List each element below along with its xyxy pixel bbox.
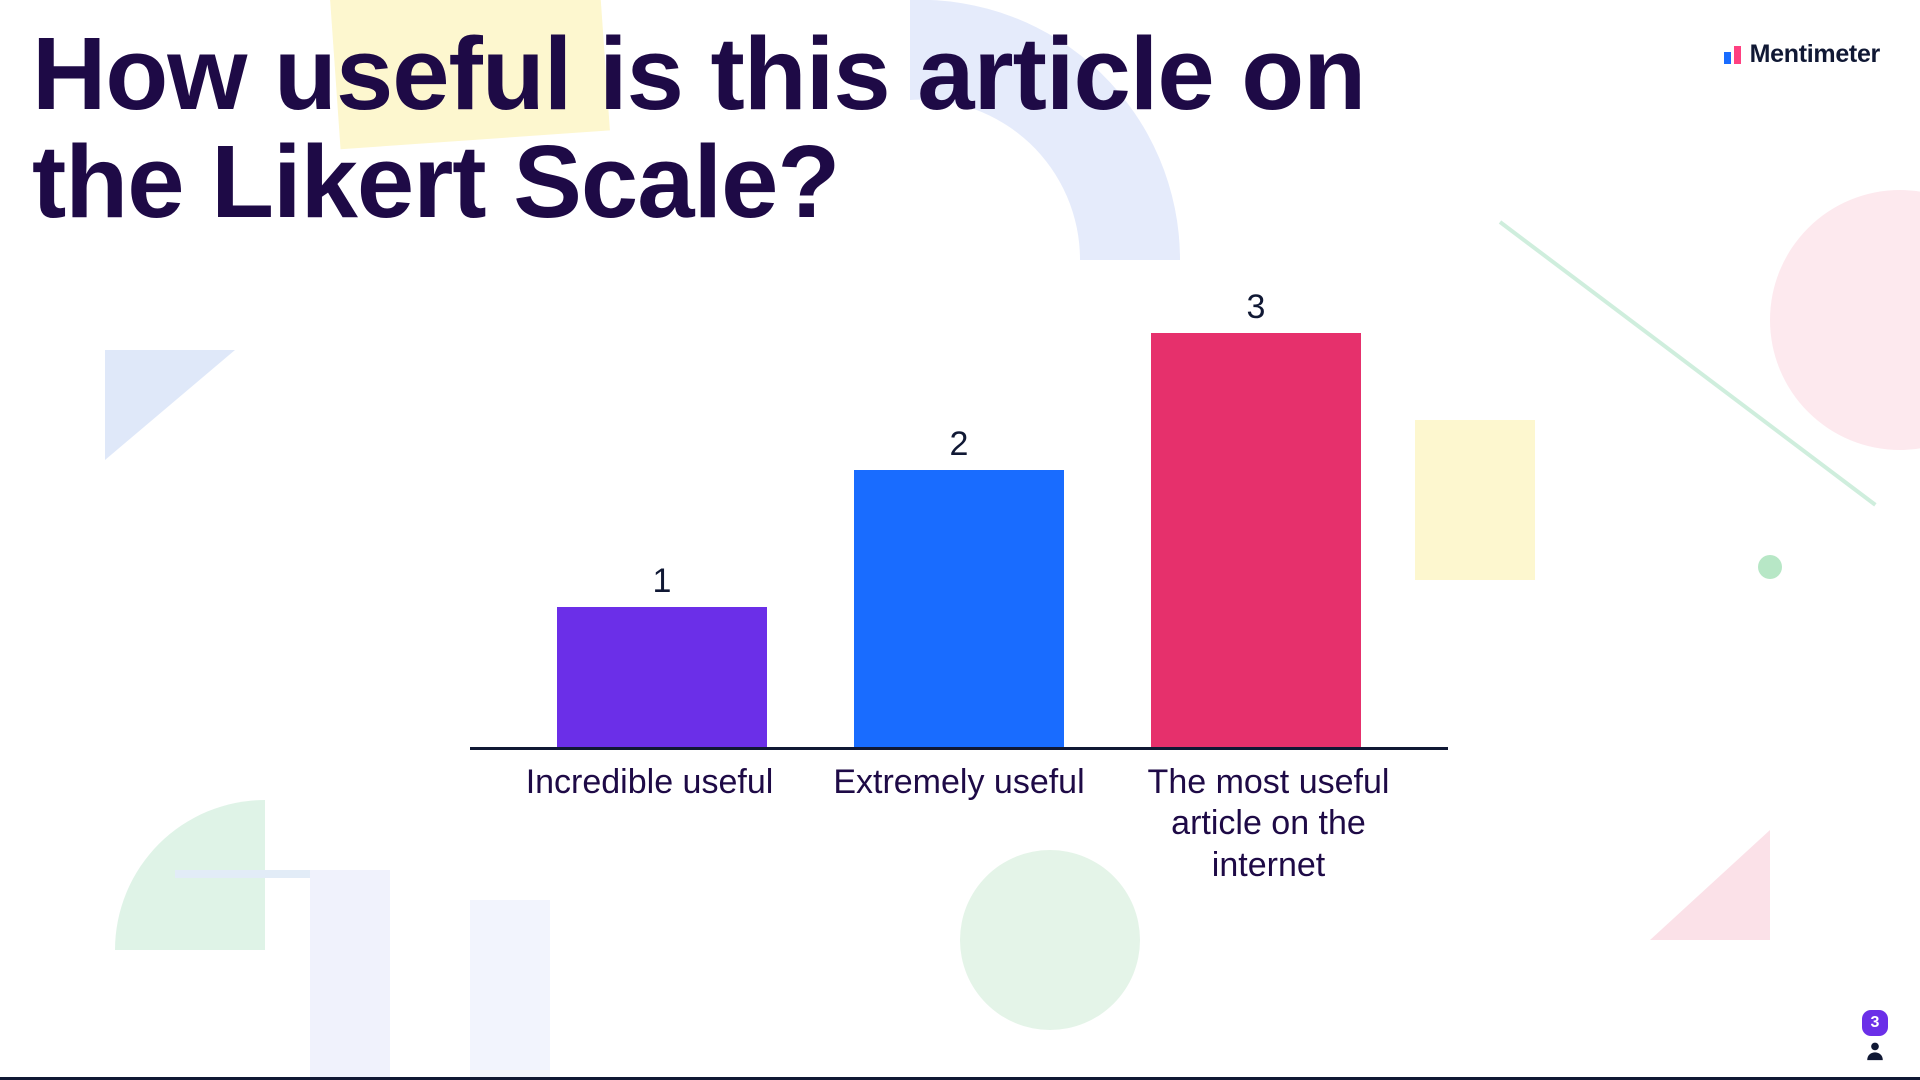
bg-pink-blob xyxy=(1770,190,1920,450)
bar-chart: 1 2 3 xyxy=(470,300,1448,750)
bar-1: 1 xyxy=(557,562,767,747)
respondent-counter: 3 xyxy=(1862,1010,1888,1062)
bar-2: 2 xyxy=(854,425,1064,747)
bar-3-label: The most useful article on the internet xyxy=(1139,762,1399,886)
bar-2-label: Extremely useful xyxy=(829,762,1089,886)
bg-thin-line xyxy=(175,870,355,878)
bg-blue-triangle xyxy=(105,350,245,470)
respondent-count: 3 xyxy=(1871,1014,1880,1032)
respondent-count-badge: 3 xyxy=(1862,1010,1888,1036)
bar-1-label: Incredible useful xyxy=(520,762,780,886)
bars-container: 1 2 3 xyxy=(470,300,1448,747)
category-labels: Incredible useful Extremely useful The m… xyxy=(470,762,1448,886)
bar-1-value: 1 xyxy=(653,562,672,601)
bar-3: 3 xyxy=(1151,288,1361,747)
bar-1-rect xyxy=(557,607,767,747)
brand-logo: Mentimeter xyxy=(1722,40,1880,69)
person-icon xyxy=(1864,1040,1886,1062)
bar-3-value: 3 xyxy=(1247,288,1266,327)
presentation-slide: How useful is this article on the Likert… xyxy=(0,0,1920,1080)
bar-2-value: 2 xyxy=(950,425,969,464)
bg-diag-line xyxy=(1499,220,1877,506)
slide-title: How useful is this article on the Likert… xyxy=(32,20,1532,236)
brand-name: Mentimeter xyxy=(1750,40,1880,69)
bar-2-rect xyxy=(854,470,1064,747)
bg-green-dot xyxy=(1758,555,1782,579)
bg-lav-bar-left xyxy=(310,870,390,1080)
bg-lav-bar-right xyxy=(470,900,550,1080)
bg-green-quarter xyxy=(115,800,275,960)
mentimeter-icon xyxy=(1722,44,1744,66)
bg-pink-triangle xyxy=(1650,830,1780,950)
bar-3-rect xyxy=(1151,333,1361,747)
x-axis xyxy=(470,747,1448,750)
